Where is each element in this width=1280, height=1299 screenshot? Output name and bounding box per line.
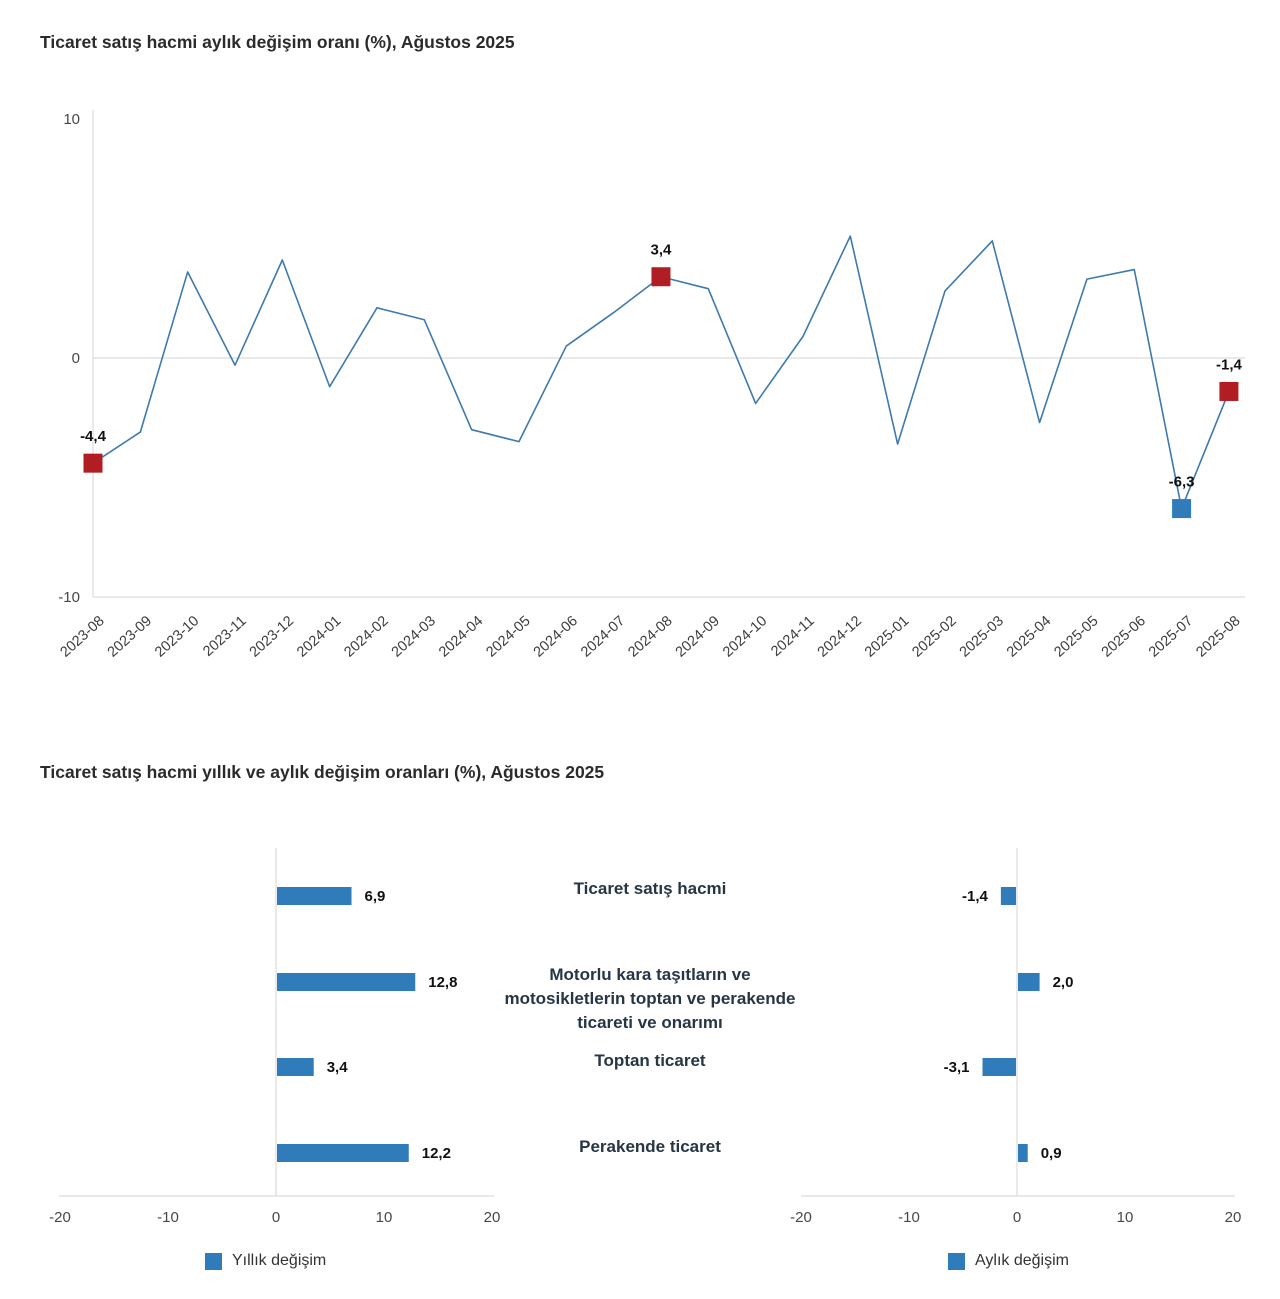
legend-swatch-icon [205, 1252, 222, 1270]
legend-label: Yıllık değişim [232, 1252, 327, 1269]
legend-swatch-icon [948, 1252, 965, 1270]
x-tick-label: 2023-11 [200, 613, 249, 660]
x-tick-label: 0 [272, 1209, 280, 1226]
x-tick-label: 2025-08 [1193, 613, 1243, 661]
x-tick-label: 2025-07 [1146, 613, 1196, 661]
x-tick-label: -20 [790, 1209, 812, 1226]
x-tick-label: 2024-07 [578, 613, 628, 661]
legend-yearly: Yıllık değişim [205, 1252, 326, 1270]
y-tick-label: 10 [63, 111, 80, 128]
x-tick-label: 2024-02 [341, 613, 391, 661]
x-tick-label: 20 [1225, 1209, 1242, 1226]
x-tick-label: 2024-09 [673, 613, 723, 661]
data-marker [1219, 381, 1239, 401]
data-label: -4,4 [80, 428, 107, 445]
bar [277, 973, 416, 991]
x-tick-label: 2025-05 [1051, 613, 1101, 661]
x-tick-label: 2024-03 [389, 613, 439, 661]
category-label: Toptan ticaret [594, 1051, 706, 1070]
data-label: -6,3 [1169, 474, 1195, 491]
x-tick-label: 20 [484, 1209, 501, 1226]
x-tick-label: 2023-09 [105, 613, 155, 661]
bar-value-label: 3,4 [327, 1059, 349, 1076]
bar-value-label: 12,2 [422, 1145, 451, 1162]
bar-value-label: -1,4 [962, 888, 989, 905]
x-tick-label: 2025-02 [909, 613, 959, 661]
x-tick-label: 10 [1117, 1209, 1134, 1226]
bar-charts: -20 -10 0 10 20 6,9 12,8 3,4 12,2 -20 -10 0 10 20 -1,4… [49, 848, 1242, 1226]
bar [277, 1058, 314, 1076]
bar-value-label: -3,1 [944, 1059, 970, 1076]
x-tick-label: 2025-06 [1099, 613, 1149, 661]
x-tick-label: -20 [49, 1209, 71, 1226]
x-tick-label: 2024-01 [294, 613, 344, 661]
x-tick-label: 2024-12 [815, 613, 865, 661]
data-label: 3,4 [651, 242, 673, 259]
x-tick-label: 2023-12 [247, 613, 297, 661]
legend-monthly: Aylık değişim [948, 1252, 1069, 1270]
x-tick-label: 2024-08 [625, 613, 675, 661]
category-label: Motorlu kara taşıtların ve motosikletler… [504, 965, 796, 1032]
line-chart-title: Ticaret satış hacmi aylık değişim oranı … [40, 32, 515, 52]
bar-section-title: Ticaret satış hacmi yıllık ve aylık deği… [40, 762, 605, 782]
legend-label: Aylık değişim [975, 1252, 1069, 1269]
bar-value-label: 6,9 [365, 888, 386, 905]
category-label: Perakende ticaret [579, 1137, 721, 1156]
bar-value-label: 12,8 [428, 974, 457, 991]
data-marker [1172, 499, 1192, 519]
x-tick-label: -10 [898, 1209, 920, 1226]
x-tick-label: 2025-03 [957, 613, 1007, 661]
x-tick-label: 2024-04 [436, 613, 486, 661]
bar [277, 1144, 409, 1162]
x-tick-label: 10 [376, 1209, 393, 1226]
data-label: -1,4 [1216, 356, 1243, 373]
bar [277, 887, 352, 905]
bar-value-label: 0,9 [1041, 1145, 1062, 1162]
category-label: Ticaret satış hacmi [573, 879, 727, 898]
bar [1018, 973, 1040, 991]
data-marker [651, 267, 671, 287]
x-tick-label: 2025-01 [862, 613, 912, 661]
data-marker [83, 453, 103, 473]
x-tick-label: 0 [1013, 1209, 1021, 1226]
x-tick-label: 2024-06 [531, 613, 581, 661]
bar-value-label: 2,0 [1053, 974, 1074, 991]
x-tick-label: 2024-05 [483, 613, 533, 661]
x-tick-label: 2023-10 [152, 613, 202, 661]
x-tick-label: -10 [157, 1209, 179, 1226]
x-tick-label: 2023-08 [57, 613, 107, 661]
bar [982, 1058, 1016, 1076]
line-chart: 10 0 -10 2023-082023-092023-102023-112023-1… [57, 110, 1245, 661]
bar [1018, 1144, 1028, 1162]
x-tick-label: 2025-04 [1004, 613, 1054, 661]
y-tick-label: 0 [72, 350, 80, 367]
y-tick-label: -10 [58, 589, 80, 606]
x-tick-label: 2024-11 [768, 613, 817, 660]
bar [1000, 887, 1016, 905]
x-tick-label: 2024-10 [720, 613, 770, 661]
